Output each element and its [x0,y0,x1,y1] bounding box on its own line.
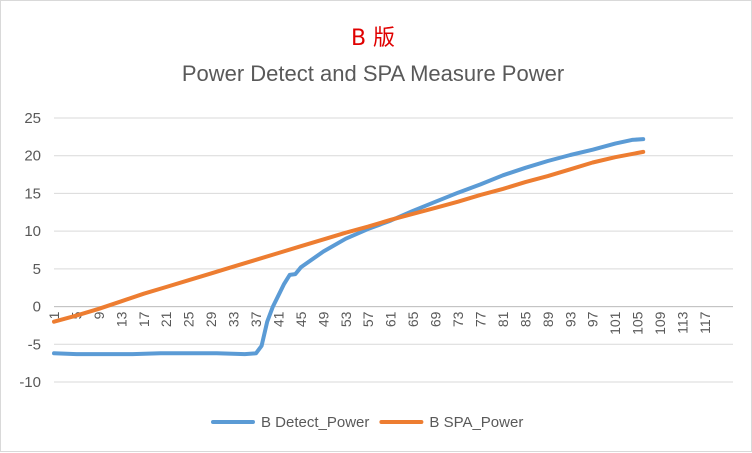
x-tick-label: 97 [585,311,601,327]
y-tick-label: 20 [24,148,41,165]
x-tick-label: 77 [472,311,488,327]
x-tick-label: 33 [226,311,242,327]
x-tick-label: 57 [360,311,376,327]
x-tick-label: 105 [630,311,646,335]
x-tick-label: 113 [674,311,690,334]
x-tick-label: 85 [517,311,533,327]
chart-title: Power Detect and SPA Measure Power [182,61,564,86]
x-tick-label: 93 [562,311,578,327]
y-tick-label: 15 [24,185,41,202]
x-tick-label: 21 [158,311,174,327]
legend: B Detect_Power B SPA_Power [211,414,523,431]
x-tick-label: 13 [113,311,129,327]
x-tick-label: 73 [450,311,466,327]
x-tick-label: 89 [540,311,556,327]
legend-label-1: B Detect_Power [261,414,369,431]
x-tick-label: 81 [495,311,511,327]
x-tick-label: 109 [652,311,668,335]
x-tick-label: 9 [91,311,107,319]
x-tick-label: 69 [428,311,444,327]
x-tick-label: 101 [607,311,623,335]
y-tick-label: 10 [24,223,41,240]
legend-label-2: B SPA_Power [429,414,523,431]
x-tick-label: 25 [181,311,197,327]
x-tick-label: 53 [338,311,354,327]
y-tick-label: 25 [24,110,41,127]
series-line-2 [52,149,646,324]
y-tick-label: -10 [19,374,41,391]
grid-lines [54,117,733,383]
x-tick-label: 1 [46,311,62,319]
series-lines [52,137,646,357]
y-tick-label: -5 [28,336,41,353]
y-axis-ticks: 25 20 15 10 5 0 -5 -10 [19,110,41,391]
y-tick-label: 0 [33,299,41,316]
x-tick-label: 65 [405,311,421,327]
x-tick-label: 117 [697,311,713,334]
x-tick-label: 49 [315,311,331,327]
x-tick-label: 17 [136,311,152,327]
x-tick-label: 29 [203,311,219,327]
series-line-1 [52,137,646,357]
x-tick-label: 45 [293,311,309,327]
x-tick-label: 41 [270,311,286,327]
x-axis-ticks: 1 5 9 13 17 21 25 29 33 37 41 45 49 53 57 61 65 69 73 77 81 8… [46,311,713,335]
x-tick-label: 61 [383,311,399,327]
x-tick-label: 37 [248,311,264,327]
y-tick-label: 5 [33,261,41,278]
chart-title-line1: B 版 [351,26,395,51]
